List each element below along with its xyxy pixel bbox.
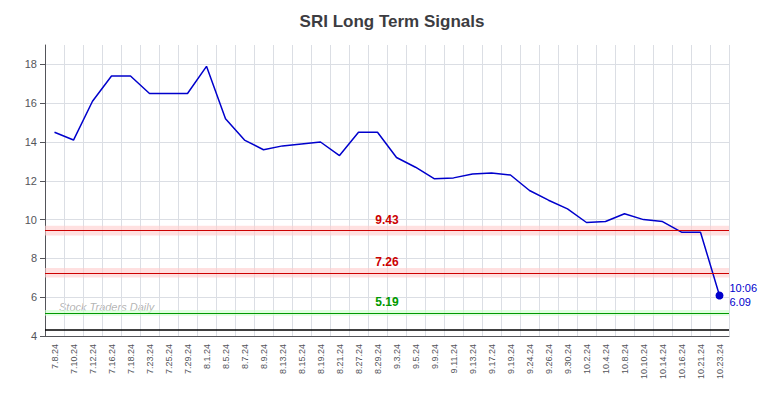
svg-text:9.26.24: 9.26.24	[544, 344, 554, 374]
svg-text:5.19: 5.19	[375, 295, 399, 309]
svg-text:8.13.24: 8.13.24	[278, 344, 288, 374]
svg-text:10.2.24: 10.2.24	[582, 344, 592, 374]
svg-text:4: 4	[31, 330, 37, 342]
svg-text:8.21.24: 8.21.24	[335, 344, 345, 374]
svg-text:7.25.24: 7.25.24	[164, 344, 174, 374]
svg-text:10.23.24: 10.23.24	[715, 344, 725, 379]
svg-text:9.43: 9.43	[375, 213, 399, 227]
svg-text:8.29.24: 8.29.24	[373, 344, 383, 374]
svg-text:8.19.24: 8.19.24	[316, 344, 326, 374]
svg-text:8.7.24: 8.7.24	[240, 344, 250, 369]
svg-text:7.18.24: 7.18.24	[126, 344, 136, 374]
svg-text:10.21.24: 10.21.24	[696, 344, 706, 379]
svg-text:10:06: 10:06	[730, 282, 758, 294]
svg-text:8.15.24: 8.15.24	[297, 344, 307, 374]
svg-text:6.09: 6.09	[730, 296, 751, 308]
svg-text:7.10.24: 7.10.24	[69, 344, 79, 374]
svg-text:10.14.24: 10.14.24	[658, 344, 668, 379]
svg-text:10.8.24: 10.8.24	[620, 344, 630, 374]
svg-text:8.1.24: 8.1.24	[202, 344, 212, 369]
svg-text:9.19.24: 9.19.24	[506, 344, 516, 374]
svg-text:7.8.24: 7.8.24	[50, 344, 60, 369]
svg-text:8.5.24: 8.5.24	[221, 344, 231, 369]
svg-text:18: 18	[25, 58, 37, 70]
svg-text:9.9.24: 9.9.24	[430, 344, 440, 369]
svg-text:12: 12	[25, 175, 37, 187]
svg-text:16: 16	[25, 97, 37, 109]
svg-text:9.13.24: 9.13.24	[468, 344, 478, 374]
svg-text:7.26: 7.26	[375, 255, 399, 269]
svg-text:9.30.24: 9.30.24	[563, 344, 573, 374]
svg-text:7.23.24: 7.23.24	[145, 344, 155, 374]
svg-text:6: 6	[31, 291, 37, 303]
svg-text:7.29.24: 7.29.24	[183, 344, 193, 374]
svg-text:7.12.24: 7.12.24	[88, 344, 98, 374]
svg-text:9.17.24: 9.17.24	[487, 344, 497, 374]
svg-text:SRI Long Term Signals: SRI Long Term Signals	[300, 12, 485, 31]
svg-text:7.16.24: 7.16.24	[107, 344, 117, 374]
svg-text:8.9.24: 8.9.24	[259, 344, 269, 369]
svg-text:9.3.24: 9.3.24	[392, 344, 402, 369]
svg-text:8: 8	[31, 252, 37, 264]
svg-text:10: 10	[25, 214, 37, 226]
svg-text:Stock Traders Daily: Stock Traders Daily	[59, 300, 155, 313]
svg-text:10.4.24: 10.4.24	[601, 344, 611, 374]
svg-text:14: 14	[25, 136, 37, 148]
svg-text:9.24.24: 9.24.24	[525, 344, 535, 374]
svg-text:9.5.24: 9.5.24	[411, 344, 421, 369]
svg-text:10.16.24: 10.16.24	[677, 344, 687, 379]
svg-text:10.10.24: 10.10.24	[639, 344, 649, 379]
svg-text:8.27.24: 8.27.24	[354, 344, 364, 374]
svg-text:9.11.24: 9.11.24	[449, 344, 459, 373]
